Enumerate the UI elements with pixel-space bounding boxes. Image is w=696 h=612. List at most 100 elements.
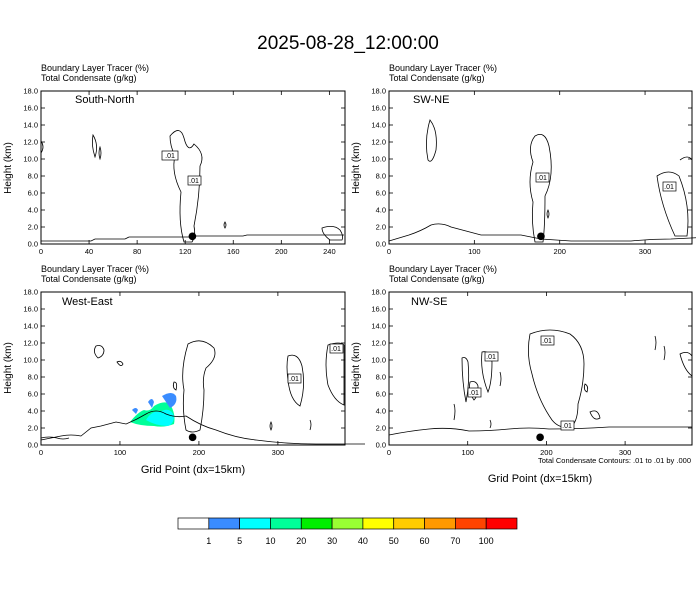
y-axis-label: Height (km) <box>3 342 14 394</box>
x-tick-label: 300 <box>639 247 652 256</box>
contour-label: .01 <box>542 338 552 345</box>
panel-header-line2: Total Condensate (g/kg) <box>389 274 485 284</box>
colorbar-label: 60 <box>420 536 430 546</box>
tracer-shading <box>130 393 177 427</box>
panel-header-line2: Total Condensate (g/kg) <box>41 274 137 284</box>
colorbar-swatch <box>485 517 518 530</box>
colorbar-label: 10 <box>265 536 275 546</box>
contour-label: .01 <box>537 175 547 182</box>
y-tick-label: 2.0 <box>376 424 386 433</box>
station-marker <box>537 232 545 241</box>
panel-header-line1: Boundary Layer Tracer (%) <box>389 63 497 73</box>
y-tick-label: 4.0 <box>28 407 38 416</box>
panel-sw-ne: Boundary Layer Tracer (%) Total Condensa… <box>351 63 696 256</box>
x-tick-label: 200 <box>553 247 566 256</box>
y-axis-label: Height (km) <box>3 142 14 194</box>
y-tick-label: 6.0 <box>28 189 38 198</box>
y-tick-label: 8.0 <box>376 172 386 181</box>
contour-label: .01 <box>165 153 175 160</box>
panel-header-line2: Total Condensate (g/kg) <box>41 73 137 83</box>
y-tick-label: 14.0 <box>23 322 38 331</box>
colorbar-swatch <box>362 517 395 530</box>
x-tick-label: 100 <box>114 448 127 457</box>
x-tick-label: 300 <box>619 448 632 457</box>
x-axis-label: Grid Point (dx=15km) <box>141 464 245 476</box>
contour-label-box <box>662 181 677 192</box>
contour-note: Total Condensate Contours: .01 to .01 by… <box>538 456 691 465</box>
y-tick-label: 10.0 <box>371 155 386 164</box>
plot-frame <box>388 90 693 245</box>
y-tick-label: 6.0 <box>376 189 386 198</box>
colorbar-swatch <box>208 517 240 530</box>
y-tick-label: 4.0 <box>28 206 38 215</box>
x-tick-label: 200 <box>275 247 288 256</box>
contour-label-box <box>540 335 555 346</box>
y-tick-label: 8.0 <box>28 172 38 181</box>
colorbar-label: 40 <box>358 536 368 546</box>
colorbar-swatch <box>270 517 302 530</box>
colorbar-label: 50 <box>389 536 399 546</box>
y-tick-label: 0.0 <box>28 441 38 450</box>
plot-frame <box>40 291 346 446</box>
colorbar-swatch <box>455 517 487 530</box>
x-tick-label: 40 <box>85 247 93 256</box>
y-tick-label: 18.0 <box>23 87 38 96</box>
contour-label-box <box>161 150 179 161</box>
x-tick-label: 100 <box>461 448 474 457</box>
contour-label: .01 <box>469 390 479 397</box>
x-tick-label: 300 <box>272 448 285 457</box>
x-tick-label: 160 <box>227 247 240 256</box>
panel-title: SW-NE <box>413 94 449 106</box>
x-tick-label: 0 <box>387 247 391 256</box>
y-tick-label: 10.0 <box>371 356 386 365</box>
y-tick-label: 2.0 <box>376 223 386 232</box>
panel-header-line2: Total Condensate (g/kg) <box>389 73 485 83</box>
station-marker <box>188 433 197 442</box>
contour-lines <box>388 119 696 243</box>
y-tick-label: 8.0 <box>28 373 38 382</box>
y-tick-label: 18.0 <box>371 288 386 297</box>
y-tick-label: 8.0 <box>376 373 386 382</box>
x-tick-label: 120 <box>179 247 192 256</box>
y-tick-label: 10.0 <box>23 356 38 365</box>
contour-lines <box>40 340 365 445</box>
x-axis-label: Grid Point (dx=15km) <box>488 473 592 485</box>
y-tick-label: 4.0 <box>376 407 386 416</box>
y-axis-label: Height (km) <box>351 142 362 194</box>
x-tick-label: 0 <box>387 448 391 457</box>
y-tick-label: 16.0 <box>371 104 386 113</box>
y-tick-label: 4.0 <box>376 206 386 215</box>
panel-header-line1: Boundary Layer Tracer (%) <box>389 264 497 274</box>
panel-title: NW-SE <box>411 296 447 308</box>
panel-west-east: Boundary Layer Tracer (%) Total Condensa… <box>3 264 365 476</box>
panel-header-line1: Boundary Layer Tracer (%) <box>41 264 149 274</box>
contour-label-box <box>560 420 575 431</box>
colorbar-label: 5 <box>237 536 242 546</box>
y-tick-label: 14.0 <box>371 322 386 331</box>
x-tick-label: 80 <box>133 247 141 256</box>
contour-label: .01 <box>562 423 572 430</box>
y-tick-label: 16.0 <box>371 305 386 314</box>
x-tick-label: 100 <box>468 247 481 256</box>
y-tick-label: 16.0 <box>23 104 38 113</box>
colorbar-swatch <box>177 517 210 530</box>
y-tick-label: 2.0 <box>28 424 38 433</box>
colorbar-label: 20 <box>296 536 306 546</box>
contour-label: .01 <box>189 178 199 185</box>
contour-label: .01 <box>331 346 341 353</box>
y-tick-label: 10.0 <box>23 155 38 164</box>
contour-label: .01 <box>486 354 496 361</box>
contour-label-box <box>329 343 344 354</box>
y-tick-label: 12.0 <box>371 339 386 348</box>
colorbar-swatch <box>239 517 271 530</box>
colorbar-swatch <box>300 517 333 530</box>
y-axis-label: Height (km) <box>351 342 362 394</box>
y-tick-label: 18.0 <box>23 288 38 297</box>
plot-frame <box>40 90 346 245</box>
x-tick-label: 200 <box>193 448 206 457</box>
colorbar-swatch <box>424 517 456 530</box>
station-marker <box>536 433 544 442</box>
y-tick-label: 0.0 <box>28 240 38 249</box>
y-tick-label: 12.0 <box>371 138 386 147</box>
